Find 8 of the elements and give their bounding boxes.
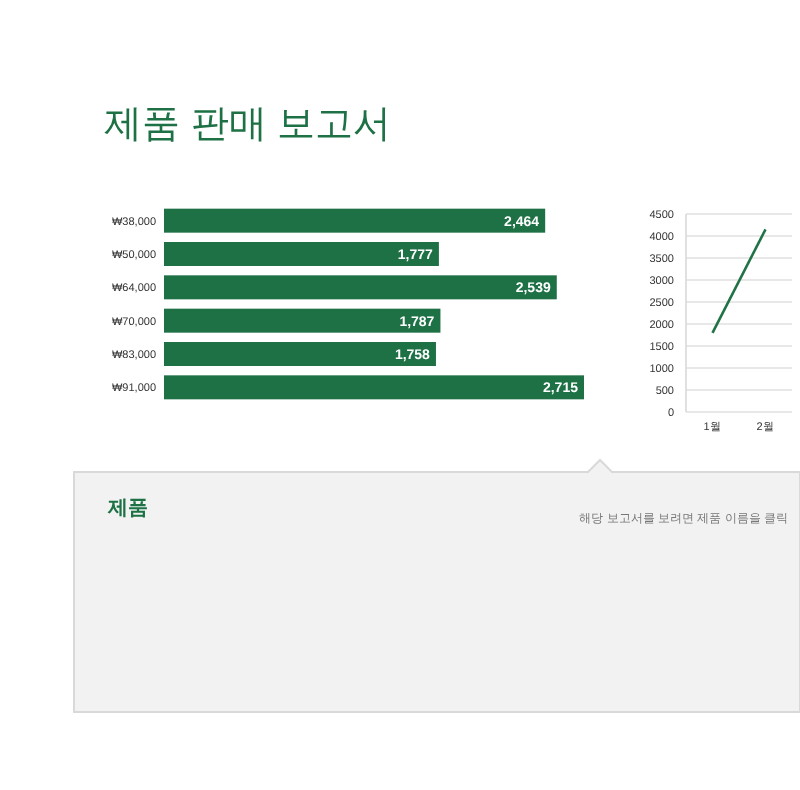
bar <box>164 208 546 233</box>
bar <box>164 275 557 300</box>
bar <box>164 375 584 400</box>
text: 제품 <box>106 498 148 520</box>
bar <box>164 308 441 333</box>
chart-title: 제품 판매 보고서 <box>104 104 392 146</box>
bar <box>164 342 436 366</box>
bar <box>164 242 439 266</box>
